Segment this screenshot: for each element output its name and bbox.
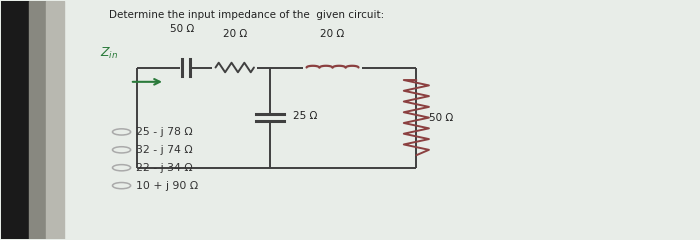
Text: 25 Ω: 25 Ω <box>293 111 318 121</box>
Text: 50 Ω: 50 Ω <box>170 24 195 34</box>
Text: 25 - j 78 Ω: 25 - j 78 Ω <box>136 127 193 137</box>
Text: Determine the input impedance of the  given circuit:: Determine the input impedance of the giv… <box>109 10 384 20</box>
Bar <box>1 1 29 239</box>
Bar <box>46 1 64 239</box>
Text: 20 Ω: 20 Ω <box>321 29 344 39</box>
Text: 20 Ω: 20 Ω <box>223 29 247 39</box>
Bar <box>29 1 46 239</box>
Text: 50 Ω: 50 Ω <box>429 113 453 123</box>
Text: 10 + j 90 Ω: 10 + j 90 Ω <box>136 181 197 191</box>
Text: 32 - j 74 Ω: 32 - j 74 Ω <box>136 145 193 155</box>
Text: 22 - j 34 Ω: 22 - j 34 Ω <box>136 163 193 173</box>
Text: $Z_{in}$: $Z_{in}$ <box>100 46 118 61</box>
